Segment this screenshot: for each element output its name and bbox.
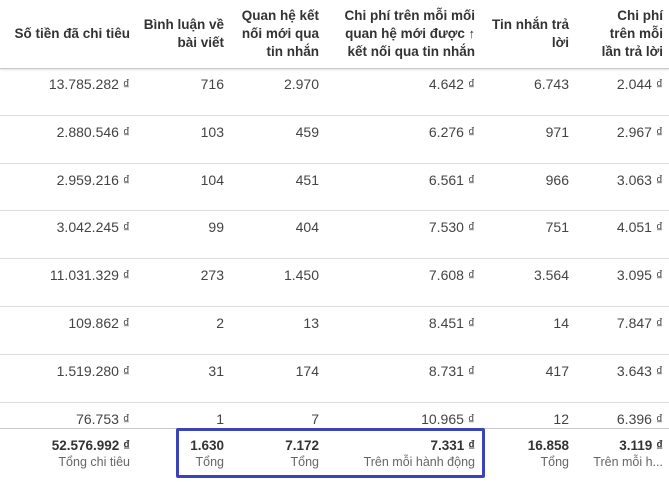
total-cell: 52.576.992 ₫ Tổng chi tiêu bbox=[0, 437, 136, 471]
table-cell: 417 bbox=[545, 362, 569, 379]
table-cell: 14 bbox=[553, 315, 569, 331]
table-cell: 11.031.329 ₫ bbox=[49, 267, 130, 284]
total-label: Trên mỗi h... bbox=[593, 455, 663, 469]
total-label: Tổng chi tiêu bbox=[58, 455, 130, 469]
table-cell: 3.643 ₫ bbox=[616, 362, 663, 379]
table-cell: 104 bbox=[200, 171, 224, 188]
total-value: 1.630 bbox=[190, 438, 224, 453]
table-cell: 7.608 ₫ bbox=[428, 267, 475, 284]
header-cell: Bình luận về bài viết bbox=[136, 16, 230, 52]
table-cell: 109.862 ₫ bbox=[68, 315, 130, 331]
table-cell: 404 bbox=[295, 219, 319, 236]
table-cell: 459 bbox=[295, 123, 319, 140]
total-cell: 1.630 Tổng bbox=[136, 437, 230, 471]
table-cell: 751 bbox=[545, 219, 569, 236]
row-divider bbox=[0, 401, 669, 403]
total-label: Tổng bbox=[290, 455, 320, 469]
total-value: 7.172 bbox=[285, 438, 319, 453]
table-header: Số tiền đã chi tiêu Bình luận về bài viết Q… bbox=[0, 0, 669, 69]
total-value: 16.858 bbox=[527, 438, 569, 453]
table-cell: 6.396 ₫ bbox=[616, 410, 663, 427]
total-value: 3.119 ₫ bbox=[619, 438, 663, 453]
totals-row: 52.576.992 ₫ Tổng chi tiêu 1.630 Tổng 7.172 T… bbox=[0, 428, 669, 482]
total-label: Tổng bbox=[195, 455, 225, 469]
sort-icon[interactable]: ↑ bbox=[464, 26, 475, 41]
header-text: kết nối qua tin nhắn bbox=[347, 44, 476, 59]
row-divider bbox=[0, 210, 669, 212]
table-cell: 76.753 ₫ bbox=[76, 410, 130, 427]
table-cell: 1 bbox=[216, 410, 224, 427]
header-cell: Tin nhắn trả lời bbox=[481, 16, 575, 52]
row-divider bbox=[0, 258, 669, 260]
table-cell: 6.276 ₫ bbox=[428, 123, 475, 140]
header-text: bài viết bbox=[177, 35, 224, 50]
table-cell: 13 bbox=[303, 315, 319, 331]
header-text: trên mỗi bbox=[609, 26, 663, 41]
header-text: Chi phí bbox=[617, 8, 663, 23]
table-cell: 3.564 bbox=[533, 267, 569, 284]
table-cell: 4.051 ₫ bbox=[616, 219, 663, 236]
table-cell: 4.642 ₫ bbox=[428, 76, 475, 92]
table-cell: 1.519.280 ₫ bbox=[56, 362, 130, 379]
table-body: 13.785.282 ₫ 716 2.970 4.642 ₫ 6.743 2.044 ₫ 2… bbox=[0, 68, 669, 428]
highlight-box bbox=[176, 428, 485, 478]
header-text: lần trả lời bbox=[601, 44, 663, 59]
header-text: tin nhắn bbox=[266, 44, 320, 59]
table-cell: 31 bbox=[208, 362, 224, 379]
header-cell: Quan hệ kết nối mới qua tin nhắn bbox=[230, 7, 325, 61]
table-cell: 8.731 ₫ bbox=[428, 362, 475, 379]
table-cell: 3.095 ₫ bbox=[616, 267, 663, 284]
table-cell: 2.044 ₫ bbox=[616, 76, 663, 92]
row-divider bbox=[0, 353, 669, 355]
table-cell: 3.042.245 ₫ bbox=[56, 219, 130, 236]
total-cell: 16.858 Tổng bbox=[481, 437, 575, 471]
table-cell: 2 bbox=[216, 315, 224, 331]
header-text: Số tiền đã chi tiêu bbox=[14, 26, 130, 41]
header-text: Bình luận về bbox=[143, 17, 224, 32]
total-label: Trên mỗi hành động bbox=[363, 455, 475, 469]
table-cell: 451 bbox=[295, 171, 319, 188]
total-cell: 7.172 Tổng bbox=[230, 437, 325, 471]
table-cell: 971 bbox=[545, 123, 569, 140]
table-cell: 716 bbox=[200, 76, 224, 92]
table-cell: 966 bbox=[545, 171, 569, 188]
total-value: 52.576.992 ₫ bbox=[51, 438, 130, 453]
table-cell: 99 bbox=[208, 219, 224, 236]
table-cell: 8.451 ₫ bbox=[428, 315, 475, 331]
table-cell: 2.970 bbox=[283, 76, 319, 92]
table-cell: 7.847 ₫ bbox=[616, 315, 663, 331]
table-cell: 1.450 bbox=[283, 267, 319, 284]
table-cell: 273 bbox=[200, 267, 224, 284]
header-text: Chi phí trên mỗi mối bbox=[344, 8, 476, 23]
table-cell: 13.785.282 ₫ bbox=[48, 76, 130, 92]
total-value: 7.331 ₫ bbox=[430, 438, 475, 453]
header-cell: Chi phí trên mỗi lần trả lời bbox=[575, 7, 669, 61]
table-cell: 2.967 ₫ bbox=[616, 123, 663, 140]
total-cell: 3.119 ₫ Trên mỗi h... bbox=[575, 437, 669, 471]
table-cell: 2.959.216 ₫ bbox=[56, 171, 130, 188]
total-cell: 7.331 ₫ Trên mỗi hành động bbox=[325, 437, 481, 471]
header-text: nối mới qua bbox=[241, 26, 319, 41]
header-text: Tin nhắn trả bbox=[491, 17, 569, 32]
table-cell: 103 bbox=[200, 123, 224, 140]
table-cell: 6.561 ₫ bbox=[428, 171, 475, 188]
header-text: Quan hệ kết bbox=[241, 8, 319, 23]
table-cell: 174 bbox=[295, 362, 319, 379]
table-cell: 3.063 ₫ bbox=[616, 171, 663, 188]
total-label: Tổng bbox=[540, 455, 570, 469]
header-text: quan hệ mới được bbox=[345, 26, 465, 41]
header-cell: Số tiền đã chi tiêu bbox=[0, 25, 136, 43]
table-cell: 10.965 ₫ bbox=[421, 410, 475, 427]
row-divider bbox=[0, 306, 669, 307]
table-cell: 2.880.546 ₫ bbox=[56, 123, 130, 140]
header-text: lời bbox=[551, 35, 569, 50]
header-cell: Chi phí trên mỗi mối quan hệ mới được ↑ kế… bbox=[325, 7, 481, 61]
table-cell: 12 bbox=[553, 410, 569, 427]
table-cell: 7 bbox=[311, 410, 319, 427]
row-divider bbox=[0, 114, 669, 116]
table-cell: 7.530 ₫ bbox=[428, 219, 475, 236]
row-divider bbox=[0, 162, 669, 164]
table-cell: 6.743 bbox=[533, 76, 569, 92]
